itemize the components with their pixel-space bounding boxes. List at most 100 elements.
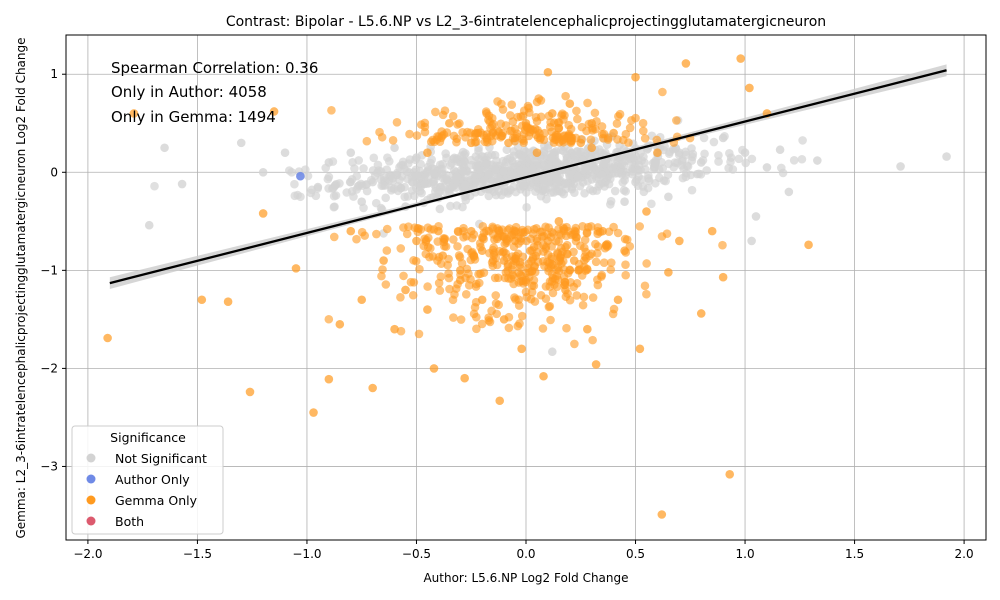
point-not-significant: [324, 172, 334, 182]
point-gemma-only: [413, 227, 423, 237]
point-not-significant: [290, 179, 299, 189]
point-not-significant: [698, 156, 708, 165]
point-not-significant: [682, 161, 692, 170]
point-not-significant: [714, 150, 723, 160]
x-axis-label: Author: L5.6.NP Log2 Fold Change: [423, 571, 628, 585]
point-gemma-only: [485, 317, 495, 327]
point-gemma-only: [487, 121, 497, 130]
point-not-significant: [641, 165, 650, 174]
point-gemma-only: [443, 260, 452, 270]
point-gemma-only: [532, 148, 542, 157]
point-gemma-only: [500, 273, 510, 283]
point-gemma-only: [405, 129, 414, 139]
point-not-significant: [328, 157, 338, 166]
point-not-significant: [481, 159, 490, 169]
y-tick-label: 0: [50, 165, 58, 179]
point-gemma-only: [245, 387, 255, 397]
point-gemma-only: [497, 99, 506, 109]
point-not-significant: [160, 143, 169, 153]
point-gemma-only: [529, 242, 539, 252]
point-gemma-only: [515, 319, 524, 328]
point-gemma-only: [291, 264, 301, 273]
point-not-significant: [346, 148, 356, 157]
point-not-significant: [663, 170, 673, 180]
point-gemma-only: [559, 135, 568, 144]
point-not-significant: [307, 185, 317, 195]
point-not-significant: [499, 187, 509, 196]
point-gemma-only: [453, 120, 462, 129]
point-gemma-only: [565, 295, 575, 305]
point-not-significant: [637, 175, 647, 184]
point-not-significant: [699, 133, 709, 143]
point-gemma-only: [129, 109, 139, 118]
point-gemma-only: [652, 135, 662, 145]
point-not-significant: [658, 164, 668, 173]
point-gemma-only: [642, 289, 651, 299]
point-gemma-only: [346, 226, 356, 236]
point-not-significant: [738, 145, 747, 155]
point-gemma-only: [541, 294, 551, 303]
point-not-significant: [484, 191, 494, 201]
point-gemma-only: [464, 269, 473, 279]
point-gemma-only: [357, 227, 367, 237]
point-gemma-only: [516, 112, 526, 121]
point-gemma-only: [588, 293, 598, 302]
point-gemma-only: [593, 229, 602, 239]
point-gemma-only: [402, 229, 412, 239]
point-gemma-only: [606, 258, 616, 267]
point-gemma-only: [599, 258, 609, 268]
point-not-significant: [150, 181, 159, 191]
point-gemma-only: [725, 470, 735, 479]
point-gemma-only: [745, 83, 754, 93]
point-gemma-only: [362, 136, 372, 146]
point-gemma-only: [583, 98, 592, 108]
point-gemma-only: [591, 257, 601, 267]
point-gemma-only: [613, 228, 623, 238]
point-not-significant: [499, 167, 508, 176]
point-gemma-only: [511, 295, 520, 304]
point-gemma-only: [379, 256, 388, 265]
point-not-significant: [376, 203, 386, 213]
x-tick-label: 1.0: [736, 547, 755, 561]
point-gemma-only: [548, 273, 558, 283]
legend-marker-not-significant: [86, 453, 96, 463]
point-not-significant: [460, 180, 470, 190]
point-gemma-only: [412, 131, 422, 140]
point-not-significant: [618, 178, 628, 187]
legend-label-gemma-only: Gemma Only: [115, 493, 198, 508]
point-gemma-only: [508, 117, 518, 126]
point-gemma-only: [445, 118, 454, 128]
point-gemma-only: [608, 309, 618, 319]
point-gemma-only: [681, 59, 691, 68]
point-not-significant: [324, 184, 333, 193]
point-gemma-only: [392, 117, 402, 127]
point-gemma-only: [406, 277, 416, 287]
point-not-significant: [664, 192, 673, 202]
point-not-significant: [301, 165, 310, 174]
point-gemma-only: [501, 248, 510, 258]
point-gemma-only: [592, 117, 601, 126]
point-gemma-only: [463, 127, 472, 137]
point-gemma-only: [377, 132, 387, 142]
point-gemma-only: [485, 248, 494, 258]
point-gemma-only: [570, 339, 579, 349]
point-gemma-only: [434, 252, 444, 262]
point-gemma-only: [197, 295, 207, 305]
point-gemma-only: [527, 287, 537, 297]
point-not-significant: [647, 199, 656, 209]
point-gemma-only: [627, 116, 636, 125]
point-not-significant: [236, 138, 246, 148]
point-gemma-only: [657, 510, 667, 519]
point-gemma-only: [381, 280, 391, 289]
point-gemma-only: [409, 256, 418, 265]
points-gemma-only: [103, 54, 813, 519]
point-gemma-only: [500, 239, 510, 249]
point-not-significant: [379, 181, 388, 190]
point-gemma-only: [434, 278, 444, 288]
point-gemma-only: [423, 305, 432, 314]
point-gemma-only: [621, 270, 631, 280]
point-not-significant: [359, 164, 368, 173]
point-gemma-only: [377, 271, 386, 281]
point-not-significant: [734, 154, 744, 164]
